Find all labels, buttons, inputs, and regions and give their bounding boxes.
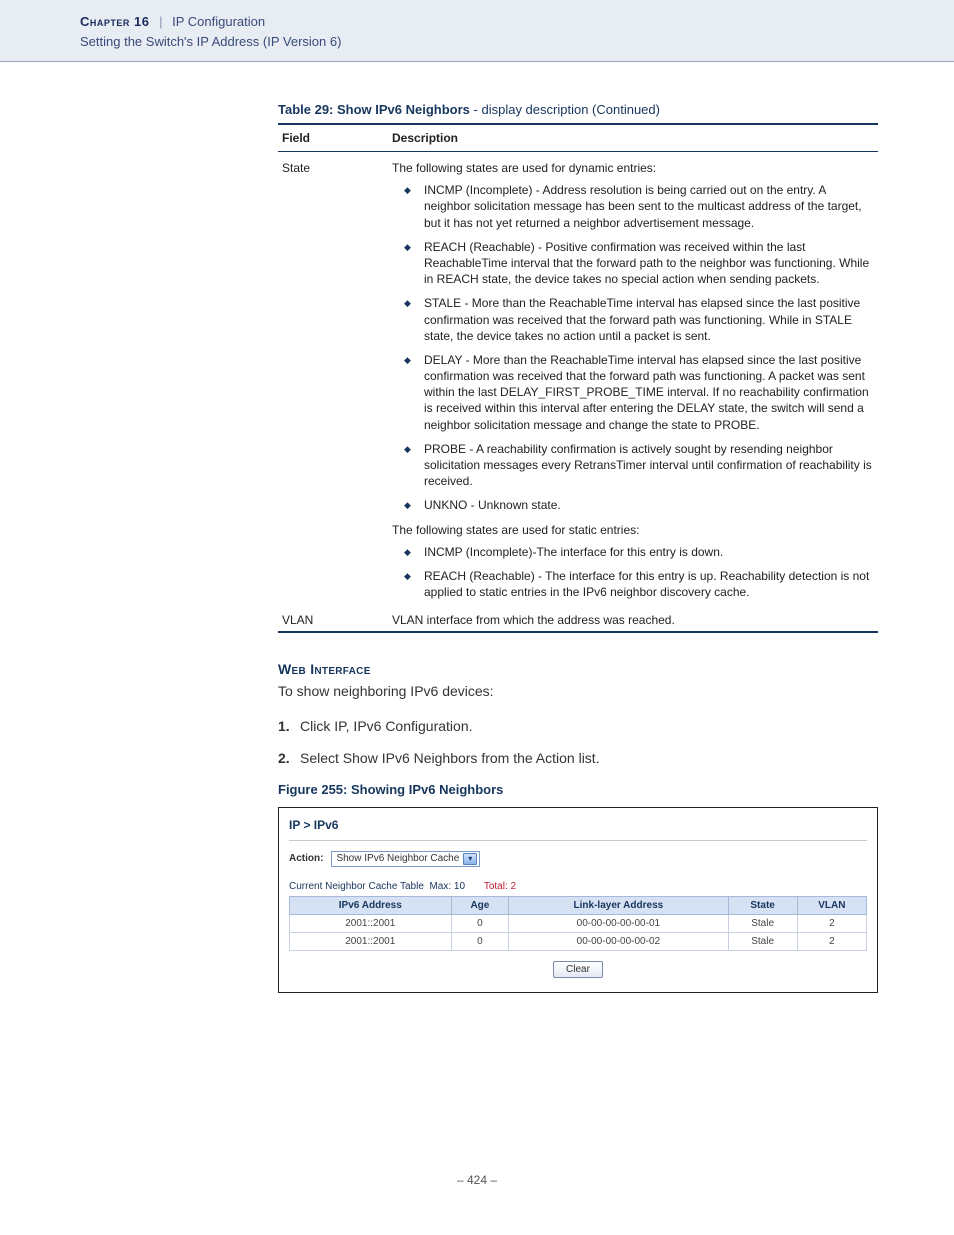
chapter-separator: | xyxy=(159,14,162,29)
cache-cell: 2 xyxy=(797,932,866,950)
cache-col: Link-layer Address xyxy=(509,896,728,914)
cache-cell: 00-00-00-00-00-01 xyxy=(509,914,728,932)
action-label: Action: xyxy=(289,853,323,864)
cache-cell: 2001::2001 xyxy=(290,932,452,950)
state-item: REACH (Reachable) - The interface for th… xyxy=(410,568,874,600)
action-dropdown-value: Show IPv6 Neighbor Cache xyxy=(336,853,459,864)
page-number: – 424 – xyxy=(0,1173,954,1187)
state-item: UNKNO - Unknown state. xyxy=(410,497,874,513)
chapter-label: Chapter 16 xyxy=(80,14,149,29)
cell-field-vlan: VLAN xyxy=(278,610,388,631)
step-item: Select Show IPv6 Neighbors from the Acti… xyxy=(278,750,878,766)
chapter-title: IP Configuration xyxy=(172,14,265,29)
cache-table-summary: Current Neighbor Cache Table Max: 10 Tot… xyxy=(289,881,867,892)
cache-max: Max: 10 xyxy=(429,881,465,892)
state-static-intro: The following states are used for static… xyxy=(392,522,874,538)
chapter-subtitle: Setting the Switch's IP Address (IP Vers… xyxy=(80,34,341,49)
cache-col: Age xyxy=(451,896,509,914)
state-item: INCMP (Incomplete)-The interface for thi… xyxy=(410,544,874,560)
state-item: REACH (Reachable) - Positive confirmatio… xyxy=(410,239,874,288)
clear-button[interactable]: Clear xyxy=(553,961,603,978)
action-dropdown[interactable]: Show IPv6 Neighbor Cache ▾ xyxy=(331,851,480,867)
cache-table: IPv6 Address Age Link-layer Address Stat… xyxy=(289,896,867,951)
cache-row: 2001::2001 0 00-00-00-00-00-01 Stale 2 xyxy=(290,914,867,932)
web-interface-steps: Click IP, IPv6 Configuration. Select Sho… xyxy=(278,718,878,766)
row-state: State The following states are used for … xyxy=(278,152,878,611)
breadcrumb: IP > IPv6 xyxy=(289,814,867,841)
cache-header-row: IPv6 Address Age Link-layer Address Stat… xyxy=(290,896,867,914)
state-dynamic-list: INCMP (Incomplete) - Address resolution … xyxy=(392,182,874,513)
figure-caption: Figure 255: Showing IPv6 Neighbors xyxy=(278,782,878,797)
cell-field-state: State xyxy=(278,152,388,611)
step-item: Click IP, IPv6 Configuration. xyxy=(278,718,878,734)
cache-row: 2001::2001 0 00-00-00-00-00-02 Stale 2 xyxy=(290,932,867,950)
cell-desc-state: The following states are used for dynami… xyxy=(388,152,878,611)
table-caption-strong: Table 29: Show IPv6 Neighbors xyxy=(278,102,470,117)
cache-table-label: Current Neighbor Cache Table xyxy=(289,881,424,892)
cache-cell: 0 xyxy=(451,914,509,932)
state-intro: The following states are used for dynami… xyxy=(392,160,874,176)
col-description: Description xyxy=(388,124,878,152)
cell-desc-vlan: VLAN interface from which the address wa… xyxy=(388,610,878,631)
state-static-list: INCMP (Incomplete)-The interface for thi… xyxy=(392,544,874,601)
web-interface-intro: To show neighboring IPv6 devices: xyxy=(278,681,878,702)
table-caption: Table 29: Show IPv6 Neighbors - display … xyxy=(278,102,878,117)
state-item: INCMP (Incomplete) - Address resolution … xyxy=(410,182,874,231)
cache-col: IPv6 Address xyxy=(290,896,452,914)
state-item: DELAY - More than the ReachableTime inte… xyxy=(410,352,874,433)
cache-cell: 00-00-00-00-00-02 xyxy=(509,932,728,950)
cache-cell: 0 xyxy=(451,932,509,950)
cache-cell: 2 xyxy=(797,914,866,932)
state-item: STALE - More than the ReachableTime inte… xyxy=(410,295,874,344)
col-field: Field xyxy=(278,124,388,152)
table-caption-cont: - display description (Continued) xyxy=(470,102,660,117)
cache-total: Total: 2 xyxy=(484,881,516,892)
page-header: Chapter 16 | IP Configuration Setting th… xyxy=(0,0,954,62)
cache-col: VLAN xyxy=(797,896,866,914)
web-interface-heading: Web Interface xyxy=(278,661,878,677)
state-item: PROBE - A reachability confirmation is a… xyxy=(410,441,874,490)
cache-col: State xyxy=(728,896,797,914)
cache-cell: 2001::2001 xyxy=(290,914,452,932)
row-vlan: VLAN VLAN interface from which the addre… xyxy=(278,610,878,631)
screenshot-ipv6-neighbors: IP > IPv6 Action: Show IPv6 Neighbor Cac… xyxy=(278,807,878,993)
chevron-down-icon: ▾ xyxy=(463,853,477,865)
cache-cell: Stale xyxy=(728,932,797,950)
table-ipv6-neighbors: Field Description State The following st… xyxy=(278,123,878,633)
action-row: Action: Show IPv6 Neighbor Cache ▾ xyxy=(289,851,867,867)
cache-cell: Stale xyxy=(728,914,797,932)
